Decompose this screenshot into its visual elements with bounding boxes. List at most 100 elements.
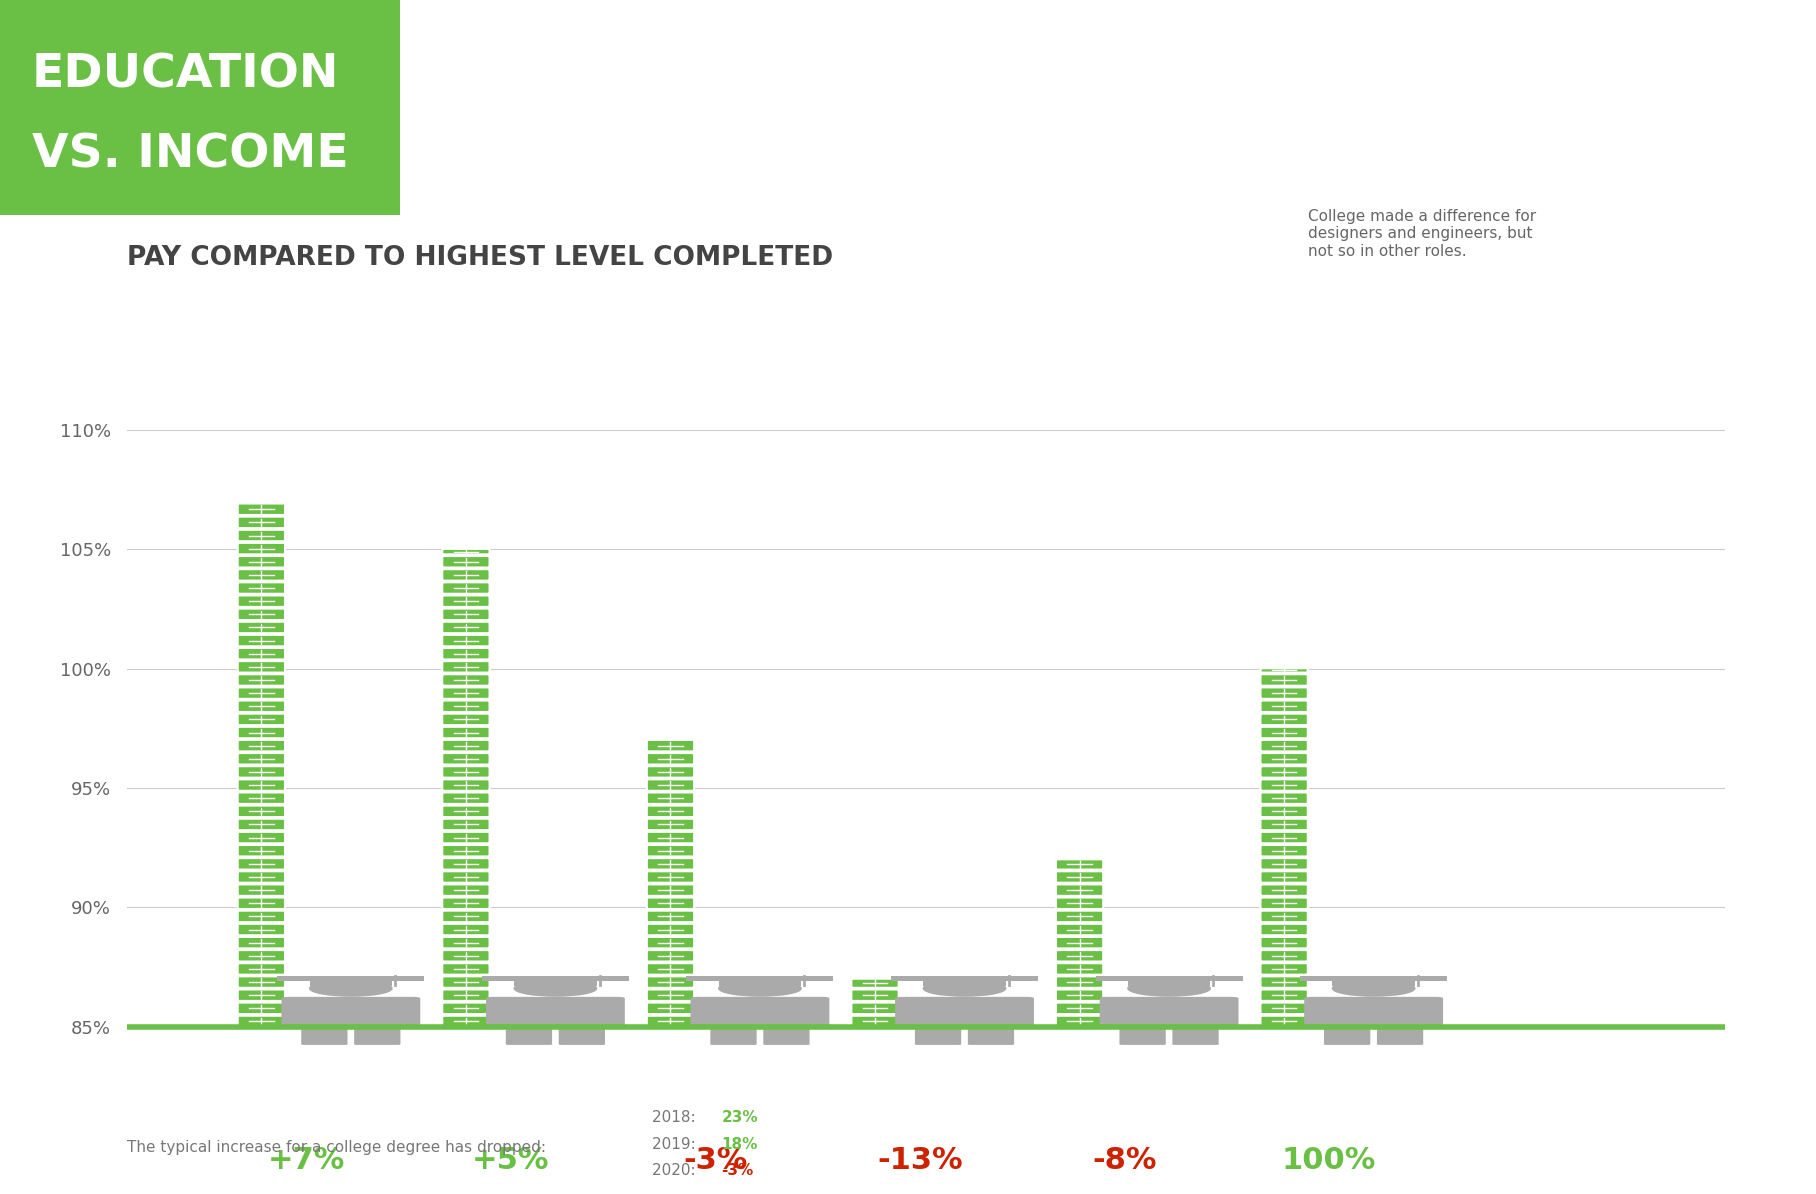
FancyBboxPatch shape xyxy=(1260,740,1308,751)
FancyBboxPatch shape xyxy=(238,1016,285,1027)
FancyBboxPatch shape xyxy=(238,635,285,646)
FancyBboxPatch shape xyxy=(1260,898,1308,909)
FancyBboxPatch shape xyxy=(1260,753,1308,764)
FancyBboxPatch shape xyxy=(1260,832,1308,843)
Bar xyxy=(719,980,801,986)
FancyBboxPatch shape xyxy=(238,740,285,751)
FancyBboxPatch shape xyxy=(238,622,285,633)
FancyBboxPatch shape xyxy=(443,806,490,817)
FancyBboxPatch shape xyxy=(559,1023,605,1045)
FancyBboxPatch shape xyxy=(238,780,285,790)
FancyBboxPatch shape xyxy=(443,780,490,790)
FancyBboxPatch shape xyxy=(646,937,694,948)
FancyBboxPatch shape xyxy=(238,964,285,974)
FancyBboxPatch shape xyxy=(443,688,490,698)
FancyBboxPatch shape xyxy=(443,556,490,567)
Text: +5%: +5% xyxy=(472,1146,550,1175)
FancyBboxPatch shape xyxy=(443,753,490,764)
Text: -13%: -13% xyxy=(877,1146,962,1175)
FancyBboxPatch shape xyxy=(443,964,490,974)
FancyBboxPatch shape xyxy=(443,990,490,1001)
FancyBboxPatch shape xyxy=(507,1023,552,1045)
FancyBboxPatch shape xyxy=(443,701,490,712)
FancyBboxPatch shape xyxy=(646,806,694,817)
Bar xyxy=(686,977,834,980)
FancyBboxPatch shape xyxy=(1260,714,1308,725)
FancyBboxPatch shape xyxy=(1055,990,1104,1001)
Text: -3%: -3% xyxy=(721,1163,754,1178)
FancyBboxPatch shape xyxy=(1055,1016,1104,1027)
FancyBboxPatch shape xyxy=(646,885,694,896)
Bar xyxy=(1300,977,1447,980)
FancyBboxPatch shape xyxy=(238,793,285,804)
FancyBboxPatch shape xyxy=(238,701,285,712)
FancyBboxPatch shape xyxy=(238,543,285,554)
FancyBboxPatch shape xyxy=(646,793,694,804)
FancyBboxPatch shape xyxy=(443,583,490,593)
FancyBboxPatch shape xyxy=(646,832,694,843)
FancyBboxPatch shape xyxy=(1324,1023,1371,1045)
FancyBboxPatch shape xyxy=(238,675,285,685)
FancyBboxPatch shape xyxy=(1260,688,1308,698)
FancyBboxPatch shape xyxy=(1055,950,1104,961)
FancyBboxPatch shape xyxy=(646,753,694,764)
FancyBboxPatch shape xyxy=(1260,950,1308,961)
FancyBboxPatch shape xyxy=(1260,977,1308,987)
Text: VS. INCOME: VS. INCOME xyxy=(33,133,349,177)
FancyBboxPatch shape xyxy=(1055,872,1104,882)
FancyBboxPatch shape xyxy=(443,885,490,896)
FancyBboxPatch shape xyxy=(1260,1016,1308,1027)
FancyBboxPatch shape xyxy=(238,898,285,909)
Text: 100%: 100% xyxy=(1282,1146,1377,1175)
FancyBboxPatch shape xyxy=(710,1023,757,1045)
FancyBboxPatch shape xyxy=(443,924,490,935)
FancyBboxPatch shape xyxy=(1260,727,1308,738)
FancyBboxPatch shape xyxy=(1260,937,1308,948)
FancyBboxPatch shape xyxy=(646,858,694,869)
FancyBboxPatch shape xyxy=(238,832,285,843)
FancyBboxPatch shape xyxy=(238,556,285,567)
FancyBboxPatch shape xyxy=(1055,1003,1104,1014)
Text: The typical increase for a college degree has dropped:: The typical increase for a college degre… xyxy=(127,1140,547,1156)
Text: 2020:: 2020: xyxy=(652,1163,701,1178)
FancyBboxPatch shape xyxy=(1260,858,1308,869)
Text: EDUCATION: EDUCATION xyxy=(33,53,340,98)
FancyBboxPatch shape xyxy=(1055,860,1104,869)
FancyBboxPatch shape xyxy=(1260,780,1308,790)
FancyBboxPatch shape xyxy=(1100,997,1239,1028)
FancyBboxPatch shape xyxy=(238,583,285,593)
FancyBboxPatch shape xyxy=(968,1023,1013,1045)
FancyBboxPatch shape xyxy=(646,1003,694,1014)
FancyBboxPatch shape xyxy=(763,1023,810,1045)
FancyBboxPatch shape xyxy=(443,819,490,830)
Text: 18%: 18% xyxy=(721,1137,757,1152)
FancyBboxPatch shape xyxy=(1260,911,1308,922)
FancyBboxPatch shape xyxy=(443,950,490,961)
Circle shape xyxy=(514,980,597,996)
FancyBboxPatch shape xyxy=(1377,1023,1424,1045)
FancyBboxPatch shape xyxy=(895,997,1033,1028)
FancyBboxPatch shape xyxy=(646,845,694,856)
Text: PAY COMPARED TO HIGHEST LEVEL COMPLETED: PAY COMPARED TO HIGHEST LEVEL COMPLETED xyxy=(127,245,834,271)
FancyBboxPatch shape xyxy=(646,767,694,777)
Bar xyxy=(481,977,628,980)
Text: 2019:: 2019: xyxy=(652,1137,701,1152)
FancyBboxPatch shape xyxy=(1260,806,1308,817)
Circle shape xyxy=(1128,980,1209,996)
FancyBboxPatch shape xyxy=(238,1003,285,1014)
FancyBboxPatch shape xyxy=(646,990,694,1001)
FancyBboxPatch shape xyxy=(443,661,490,672)
FancyBboxPatch shape xyxy=(238,950,285,961)
FancyBboxPatch shape xyxy=(238,753,285,764)
Text: 23%: 23% xyxy=(721,1110,757,1126)
FancyBboxPatch shape xyxy=(1260,1003,1308,1014)
FancyBboxPatch shape xyxy=(1119,1023,1166,1045)
FancyBboxPatch shape xyxy=(646,950,694,961)
FancyBboxPatch shape xyxy=(443,740,490,751)
Circle shape xyxy=(1333,980,1415,996)
Bar xyxy=(1333,980,1415,986)
FancyBboxPatch shape xyxy=(1260,675,1308,685)
FancyBboxPatch shape xyxy=(443,675,490,685)
FancyBboxPatch shape xyxy=(1260,885,1308,896)
FancyBboxPatch shape xyxy=(1055,964,1104,974)
